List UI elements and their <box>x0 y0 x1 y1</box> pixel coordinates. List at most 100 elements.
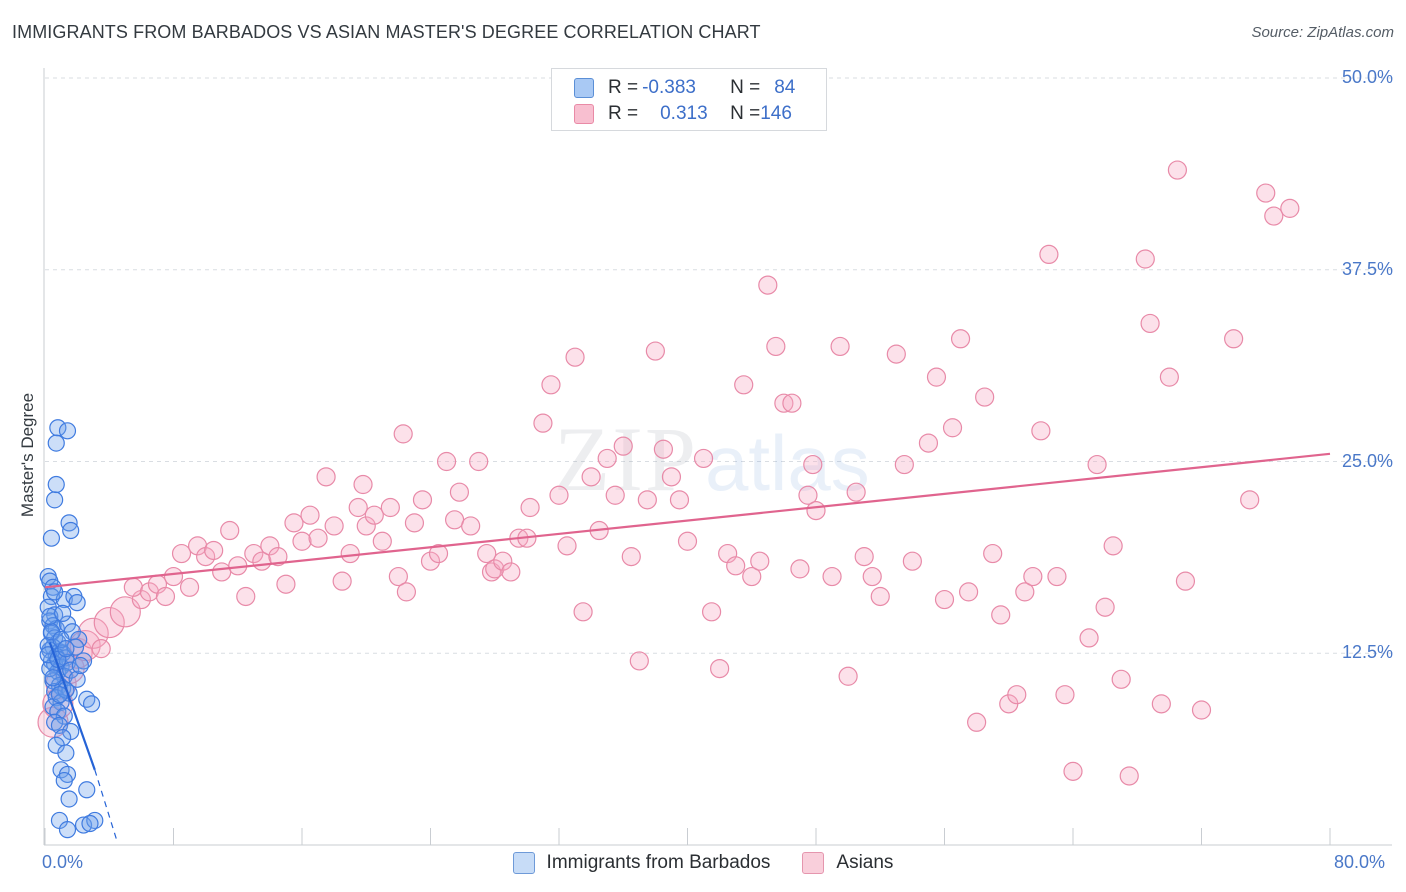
asians-point <box>806 500 826 521</box>
asians-point <box>750 551 770 571</box>
asians-point <box>396 582 417 602</box>
asians-point <box>444 510 465 530</box>
legend-r-value: 0.313 <box>660 103 708 124</box>
barbados-point <box>47 475 65 494</box>
barbados-point <box>74 652 93 670</box>
legend-row-asians: R = 0.313 N = 146 <box>574 103 792 125</box>
asians-point <box>918 433 939 453</box>
asians-point <box>171 543 192 564</box>
asians-point <box>284 513 304 533</box>
asians-point <box>1031 421 1051 441</box>
asians-point <box>894 454 914 475</box>
x-tick-label-max: 80.0% <box>1334 852 1386 872</box>
barbados-point <box>47 434 65 452</box>
legend-swatch-barbados <box>574 78 594 98</box>
asians-point <box>629 651 649 671</box>
barbados-point <box>57 744 75 762</box>
barbados-point <box>58 422 77 440</box>
barbados-point <box>71 656 89 675</box>
asians-point <box>501 562 521 582</box>
barbados-point <box>50 686 69 704</box>
barbados-point <box>46 583 64 601</box>
asians-point <box>1264 206 1284 226</box>
asians-point <box>155 586 176 607</box>
asians-point <box>991 605 1011 625</box>
asians-point <box>613 436 633 456</box>
asians-point <box>846 482 866 502</box>
asians-point <box>436 451 457 472</box>
asians-point <box>353 474 373 495</box>
asians-point <box>862 566 882 587</box>
chart-source: Source: ZipAtlas.com <box>1251 24 1394 41</box>
asians-point <box>404 513 425 533</box>
barbados-point <box>62 521 80 540</box>
asians-point <box>902 551 922 571</box>
asians-point <box>493 551 513 571</box>
asians-point <box>942 418 963 438</box>
asians-point <box>710 658 730 679</box>
barbados-trend-extension <box>94 769 118 843</box>
asians-point <box>179 577 200 597</box>
asians-point <box>742 566 762 587</box>
asians-point <box>790 559 810 579</box>
barbados-point <box>60 790 78 808</box>
asians-point <box>1140 313 1160 334</box>
asians-point <box>461 516 481 536</box>
asians-point <box>854 547 874 567</box>
asians-point <box>260 536 280 556</box>
asians-point <box>520 497 540 518</box>
asians-point <box>798 485 818 505</box>
barbados-trend-line <box>48 642 96 771</box>
asians-point <box>1151 694 1171 714</box>
barbados-point <box>44 669 62 687</box>
asians-point <box>950 329 971 349</box>
asians-point <box>1055 685 1075 705</box>
asians-point <box>958 582 979 602</box>
legend-swatch-barbados <box>512 852 535 874</box>
legend-r-label: R = <box>608 103 639 124</box>
asians-point <box>163 566 184 587</box>
asians-point <box>693 448 714 469</box>
asians-point <box>661 467 682 487</box>
asians-point <box>276 574 296 594</box>
asians-point <box>268 547 288 567</box>
asians-point <box>449 482 470 502</box>
asians-point <box>597 448 617 469</box>
asians-point <box>886 344 906 364</box>
asians-point <box>621 547 641 567</box>
y-tick-label: 37.5% <box>1341 258 1393 279</box>
asians-point <box>967 712 987 732</box>
y-tick-label: 12.5% <box>1341 642 1393 663</box>
barbados-point <box>42 529 61 547</box>
asians-points <box>37 160 1300 786</box>
barbados-point <box>78 781 96 799</box>
asians-point <box>1224 329 1244 349</box>
asians-point <box>822 566 842 587</box>
asians-point <box>774 393 794 413</box>
asians-point <box>565 347 585 367</box>
legend-n-value: 84 <box>774 77 796 98</box>
asians-point <box>91 639 111 659</box>
asians-point <box>758 275 778 295</box>
barbados-point <box>74 816 93 834</box>
y-tick-label: 25.0% <box>1341 450 1393 471</box>
asians-point <box>332 571 352 591</box>
asians-point <box>388 566 408 587</box>
asians-point <box>236 586 256 607</box>
asians-point <box>109 596 141 628</box>
asians-point <box>870 586 890 607</box>
asians-point <box>123 577 143 597</box>
legend-item-asians[interactable]: Asians <box>802 852 893 874</box>
asians-point <box>766 336 786 357</box>
asians-point <box>372 531 392 551</box>
asians-point <box>734 375 754 395</box>
asians-point <box>1167 160 1188 180</box>
y-tick-label: 50.0% <box>1341 67 1393 87</box>
asians-point <box>477 543 497 564</box>
asians-point <box>653 439 674 459</box>
legend-item-barbados[interactable]: Immigrants from Barbados <box>512 852 770 874</box>
asians-point <box>308 528 328 548</box>
asians-point <box>93 606 125 639</box>
barbados-point <box>46 491 64 509</box>
